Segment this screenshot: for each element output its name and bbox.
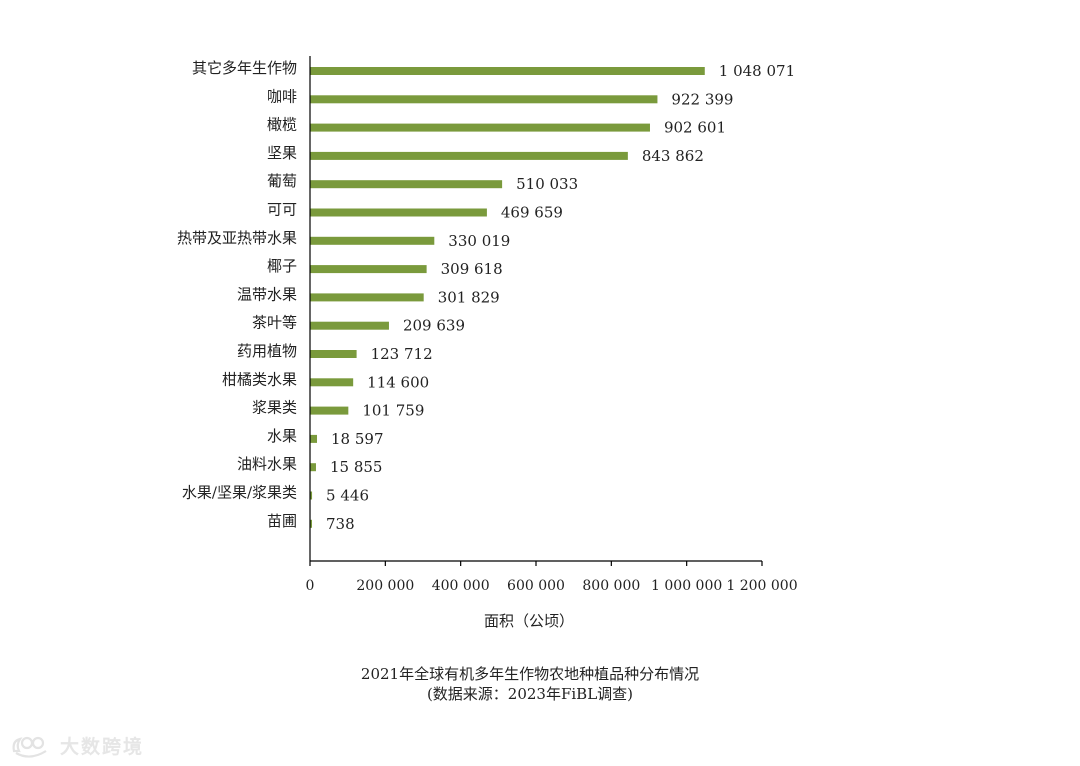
bar-value-label: 123 712 xyxy=(371,345,433,363)
category-label: 橄榄 xyxy=(267,116,297,134)
bar-value-label: 738 xyxy=(326,515,355,533)
watermark-text: 大数跨境 xyxy=(60,736,145,758)
category-label: 苗圃 xyxy=(267,512,297,530)
category-label: 可可 xyxy=(267,201,297,219)
bars-layer: 1 048 071 922 399 902 601 843 862 510 033 469… xyxy=(310,62,795,533)
bar-value-label: 301 829 xyxy=(438,288,500,306)
brand-logo-icon xyxy=(12,736,47,758)
watermark: 大数跨境 xyxy=(10,732,144,759)
x-tick-label: 400 000 xyxy=(432,578,490,594)
bar xyxy=(310,434,318,443)
category-label: 咖啡 xyxy=(267,87,297,105)
category-label: 油料水果 xyxy=(237,455,297,473)
bar xyxy=(310,378,354,387)
bar-value-label: 469 659 xyxy=(501,204,563,222)
x-tick-label: 1 000 000 xyxy=(651,578,722,594)
bar xyxy=(310,95,658,104)
bar-value-label: 843 862 xyxy=(642,147,704,165)
bar xyxy=(310,491,313,500)
chart-caption-title: 2021年全球有机多年生作物农地种植品种分布情况 xyxy=(360,665,700,683)
category-label: 药用植物 xyxy=(237,342,297,360)
category-label: 热带及亚热带水果 xyxy=(177,229,297,247)
bar xyxy=(310,463,316,472)
bar xyxy=(310,208,487,217)
category-label: 温带水果 xyxy=(237,285,297,303)
bar-value-label: 1 048 071 xyxy=(719,62,795,80)
bar-value-label: 902 601 xyxy=(664,119,726,137)
bar xyxy=(310,123,650,132)
category-label: 柑橘类水果 xyxy=(222,370,297,388)
bar-value-label: 5 446 xyxy=(326,487,369,505)
axes-layer: 其它多年生作物咖啡橄榄坚果葡萄可可热带及亚热带水果椰子温带水果茶叶等药用植物柑橘… xyxy=(177,56,798,630)
chart-caption-source: (数据来源：2023年FiBL调查) xyxy=(426,685,634,703)
category-label: 坚果 xyxy=(267,144,297,162)
bar-value-label: 114 600 xyxy=(367,373,429,391)
bar xyxy=(310,236,435,245)
bar xyxy=(310,265,427,274)
bar xyxy=(310,151,628,160)
bar-value-label: 101 759 xyxy=(362,402,424,420)
bar-value-label: 330 019 xyxy=(448,232,510,250)
bar-chart: 1 048 071 922 399 902 601 843 862 510 033 469… xyxy=(177,56,798,630)
bar xyxy=(310,321,389,330)
category-label: 其它多年生作物 xyxy=(192,59,297,77)
bar-value-label: 309 618 xyxy=(441,260,503,278)
bar-value-label: 15 855 xyxy=(330,458,383,476)
bar xyxy=(310,67,705,75)
x-tick-label: 200 000 xyxy=(356,578,414,594)
bar-value-label: 922 399 xyxy=(671,90,733,108)
category-label: 椰子 xyxy=(267,257,297,275)
bar-value-label: 209 639 xyxy=(403,317,465,335)
category-label: 葡萄 xyxy=(267,172,297,190)
x-tick-label: 800 000 xyxy=(582,578,640,594)
x-tick-label: 0 xyxy=(306,578,315,594)
category-label: 水果/坚果/浆果类 xyxy=(182,484,297,502)
bar-value-label: 18 597 xyxy=(331,430,384,448)
x-axis-title: 面积（公顷） xyxy=(484,612,574,630)
bar xyxy=(310,406,349,415)
category-label: 水果 xyxy=(267,427,297,445)
bar xyxy=(310,350,357,358)
category-label: 浆果类 xyxy=(252,399,297,417)
bar xyxy=(310,293,424,302)
x-tick-label: 600 000 xyxy=(507,578,565,594)
bar xyxy=(310,519,312,528)
bar xyxy=(310,180,503,189)
bar-value-label: 510 033 xyxy=(516,175,578,193)
x-tick-label: 1 200 000 xyxy=(726,578,797,594)
category-label: 茶叶等 xyxy=(252,314,297,332)
